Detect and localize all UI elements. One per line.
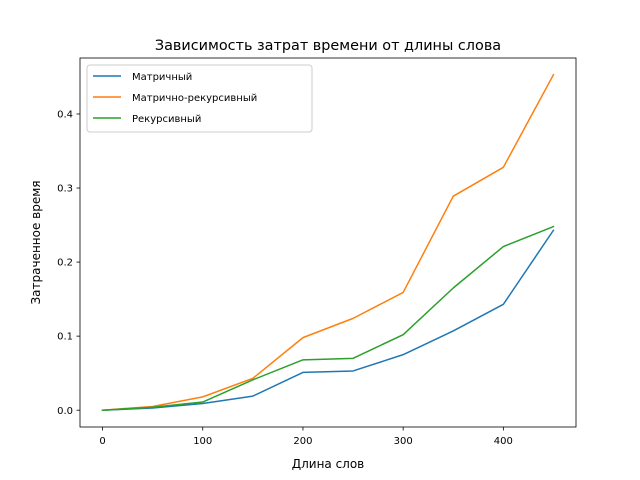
legend-box <box>86 64 313 133</box>
y-axis-ticks: 0.0 0.1 0.2 0.3 0.4 <box>57 110 80 417</box>
x-tick-label: 400 <box>494 436 513 447</box>
y-tick-label: 0.0 <box>57 406 73 417</box>
y-axis-label: Затраченное время <box>29 180 43 304</box>
y-tick-label: 0.2 <box>57 258 73 269</box>
y-tick-label: 0.3 <box>57 184 73 195</box>
legend-label: Матрично-рекурсивный <box>132 93 257 104</box>
y-tick-label: 0.4 <box>57 110 73 121</box>
plot-frame <box>79 57 577 428</box>
y-tick-label: 0.1 <box>57 332 73 343</box>
legend-label: Рекурсивный <box>132 114 201 125</box>
series-line-2 <box>101 73 555 411</box>
series-line-1 <box>101 229 555 411</box>
x-tick-label: 300 <box>394 436 413 447</box>
x-axis-label: Длина слов <box>292 457 365 471</box>
chart-title: Зависимость затрат времени от длины слов… <box>155 38 501 54</box>
legend: Матричный Матрично-рекурсивный Рекурсивный <box>86 64 313 133</box>
x-axis-ticks: 0 100 200 300 400 <box>99 427 513 447</box>
series-line-3 <box>101 225 555 411</box>
legend-label: Матричный <box>132 72 192 83</box>
x-tick-label: 100 <box>193 436 212 447</box>
x-tick-label: 200 <box>293 436 312 447</box>
plot-lines <box>101 73 555 411</box>
x-tick-label: 0 <box>99 436 105 447</box>
